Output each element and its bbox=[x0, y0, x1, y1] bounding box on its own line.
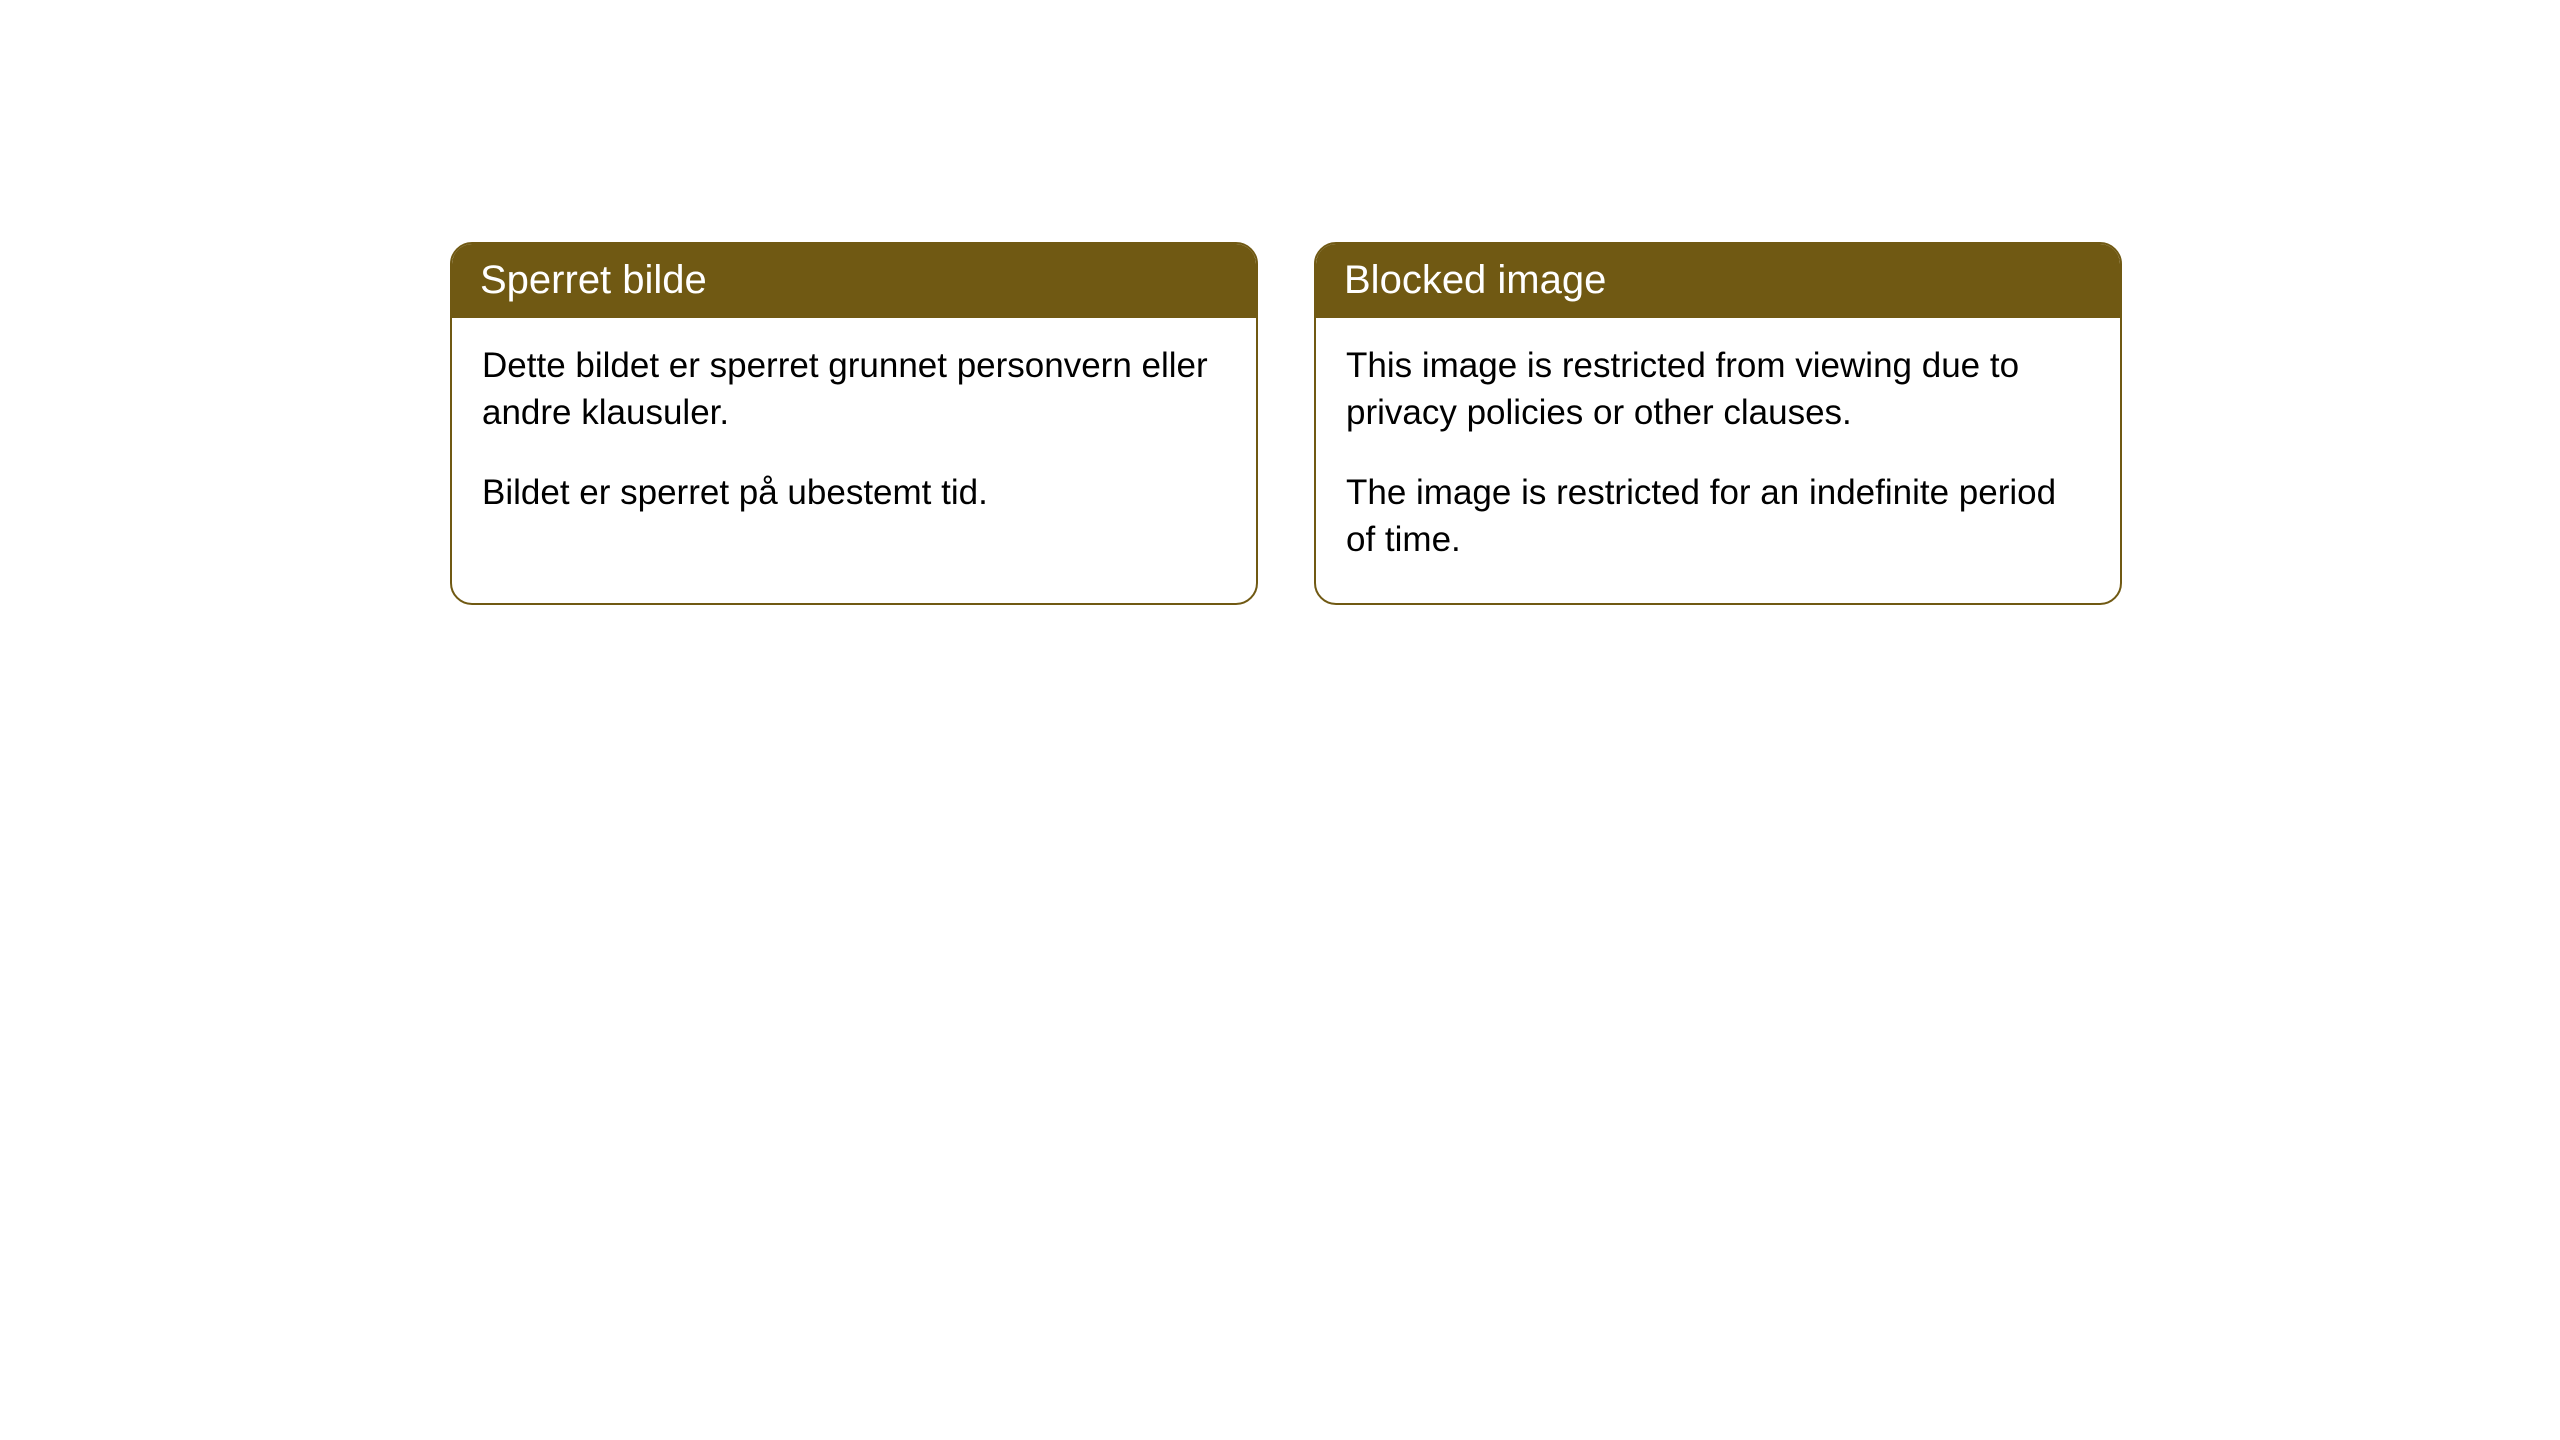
card-text-en-1: This image is restricted from viewing du… bbox=[1346, 342, 2090, 437]
card-header-en: Blocked image bbox=[1316, 244, 2120, 318]
card-body-en: This image is restricted from viewing du… bbox=[1316, 318, 2120, 603]
notice-cards-container: Sperret bilde Dette bildet er sperret gr… bbox=[0, 0, 2560, 605]
card-body-no: Dette bildet er sperret grunnet personve… bbox=[452, 318, 1256, 556]
card-text-en-2: The image is restricted for an indefinit… bbox=[1346, 469, 2090, 564]
card-header-no: Sperret bilde bbox=[452, 244, 1256, 318]
card-text-no-1: Dette bildet er sperret grunnet personve… bbox=[482, 342, 1226, 437]
blocked-image-card-en: Blocked image This image is restricted f… bbox=[1314, 242, 2122, 605]
card-text-no-2: Bildet er sperret på ubestemt tid. bbox=[482, 469, 1226, 516]
blocked-image-card-no: Sperret bilde Dette bildet er sperret gr… bbox=[450, 242, 1258, 605]
